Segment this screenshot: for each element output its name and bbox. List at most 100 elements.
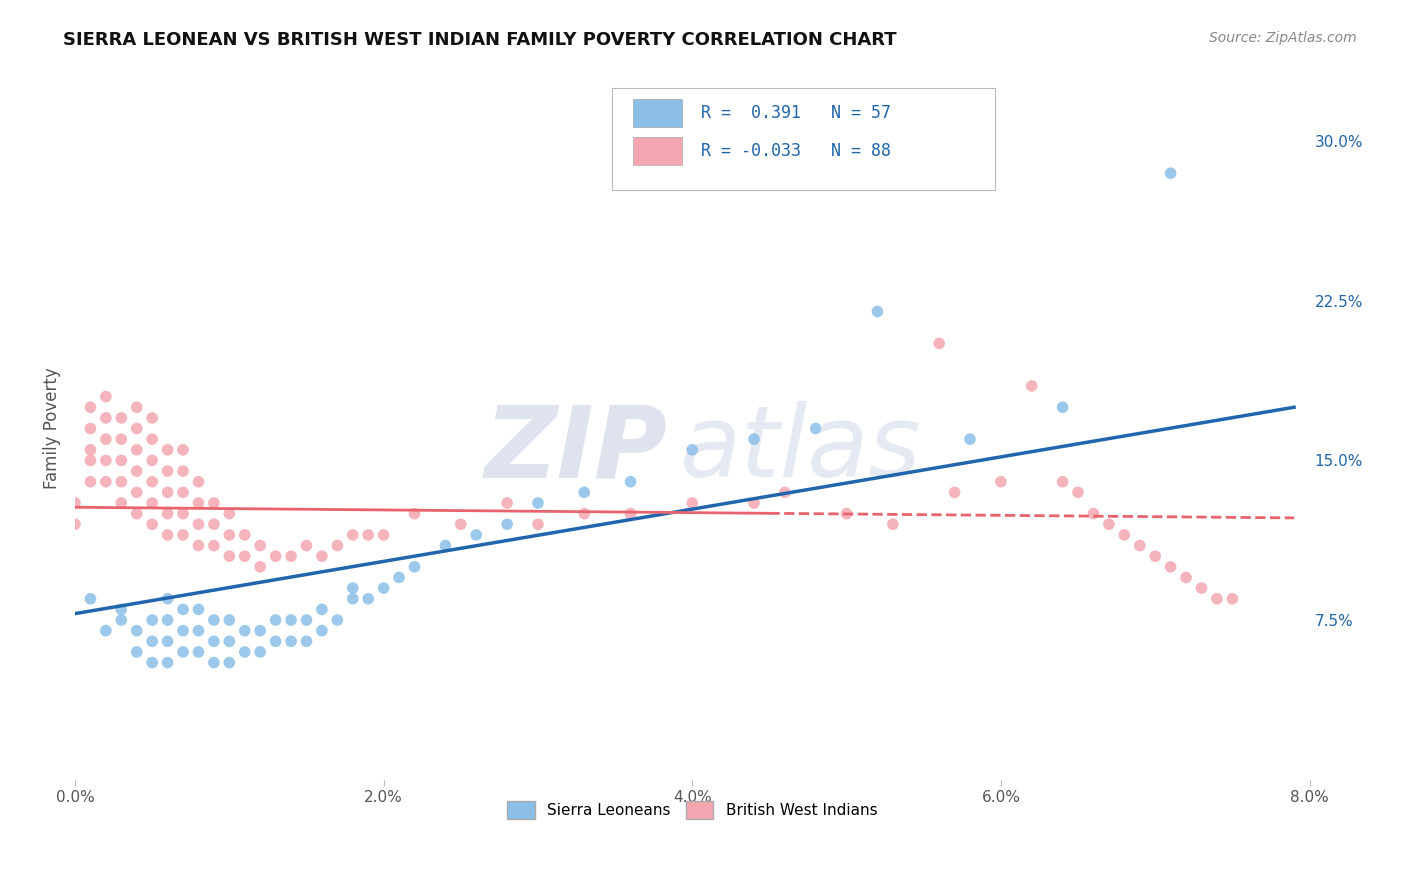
Point — [373, 581, 395, 595]
Text: R = -0.033   N = 88: R = -0.033 N = 88 — [702, 142, 891, 161]
Point — [496, 496, 519, 510]
Point — [141, 453, 163, 467]
Point — [110, 432, 132, 446]
Point — [125, 624, 148, 638]
Point — [326, 539, 349, 553]
Point — [141, 634, 163, 648]
Point — [187, 645, 209, 659]
Text: atlas: atlas — [681, 401, 921, 498]
Point — [156, 442, 179, 457]
Point — [156, 507, 179, 521]
Point — [681, 496, 703, 510]
Point — [882, 517, 904, 532]
Point — [63, 517, 86, 532]
Point — [79, 421, 101, 435]
Point — [172, 442, 194, 457]
FancyBboxPatch shape — [612, 88, 994, 190]
Point — [943, 485, 966, 500]
Point — [326, 613, 349, 627]
Point — [619, 475, 641, 489]
Point — [125, 507, 148, 521]
Point — [342, 591, 364, 606]
Point — [141, 496, 163, 510]
Text: Source: ZipAtlas.com: Source: ZipAtlas.com — [1209, 31, 1357, 45]
Point — [172, 645, 194, 659]
Point — [141, 517, 163, 532]
Point — [959, 432, 981, 446]
Point — [1052, 401, 1074, 415]
Point — [218, 634, 240, 648]
Point — [79, 453, 101, 467]
Point — [233, 645, 256, 659]
Point — [342, 581, 364, 595]
Point — [94, 410, 117, 425]
Point — [404, 507, 426, 521]
Point — [110, 453, 132, 467]
Point — [156, 485, 179, 500]
Point — [233, 528, 256, 542]
Point — [172, 602, 194, 616]
Point — [94, 453, 117, 467]
Point — [141, 656, 163, 670]
Point — [1222, 591, 1244, 606]
Point — [1175, 570, 1198, 584]
Point — [835, 507, 858, 521]
Point — [156, 591, 179, 606]
Point — [218, 507, 240, 521]
Point — [218, 528, 240, 542]
Point — [172, 528, 194, 542]
Point — [280, 613, 302, 627]
Point — [141, 613, 163, 627]
Point — [94, 432, 117, 446]
Point — [79, 442, 101, 457]
Point — [357, 591, 380, 606]
Point — [1160, 166, 1182, 180]
Point — [280, 549, 302, 564]
Point — [125, 485, 148, 500]
Point — [156, 634, 179, 648]
Point — [527, 517, 550, 532]
Point — [202, 517, 225, 532]
Point — [773, 485, 796, 500]
Point — [450, 517, 472, 532]
Y-axis label: Family Poverty: Family Poverty — [44, 368, 60, 490]
Point — [311, 602, 333, 616]
Point — [218, 549, 240, 564]
Point — [249, 559, 271, 574]
Point — [172, 464, 194, 478]
Point — [681, 442, 703, 457]
Point — [249, 624, 271, 638]
Point — [202, 656, 225, 670]
Point — [156, 613, 179, 627]
Point — [172, 507, 194, 521]
Point — [141, 410, 163, 425]
Point — [264, 613, 287, 627]
Point — [94, 390, 117, 404]
Point — [928, 336, 950, 351]
Point — [1098, 517, 1121, 532]
Point — [202, 634, 225, 648]
Point — [172, 624, 194, 638]
Point — [172, 485, 194, 500]
Text: R =  0.391   N = 57: R = 0.391 N = 57 — [702, 103, 891, 121]
Point — [1206, 591, 1229, 606]
Point — [465, 528, 488, 542]
Point — [110, 475, 132, 489]
Point — [1144, 549, 1167, 564]
Point — [342, 528, 364, 542]
Point — [125, 645, 148, 659]
Point — [79, 591, 101, 606]
Point — [1191, 581, 1213, 595]
Point — [79, 475, 101, 489]
Point — [388, 570, 411, 584]
Point — [110, 602, 132, 616]
Point — [990, 475, 1012, 489]
Point — [574, 485, 596, 500]
Point — [311, 549, 333, 564]
Point — [187, 539, 209, 553]
Point — [1052, 475, 1074, 489]
Point — [187, 624, 209, 638]
Point — [295, 634, 318, 648]
Point — [1114, 528, 1136, 542]
Point — [311, 624, 333, 638]
